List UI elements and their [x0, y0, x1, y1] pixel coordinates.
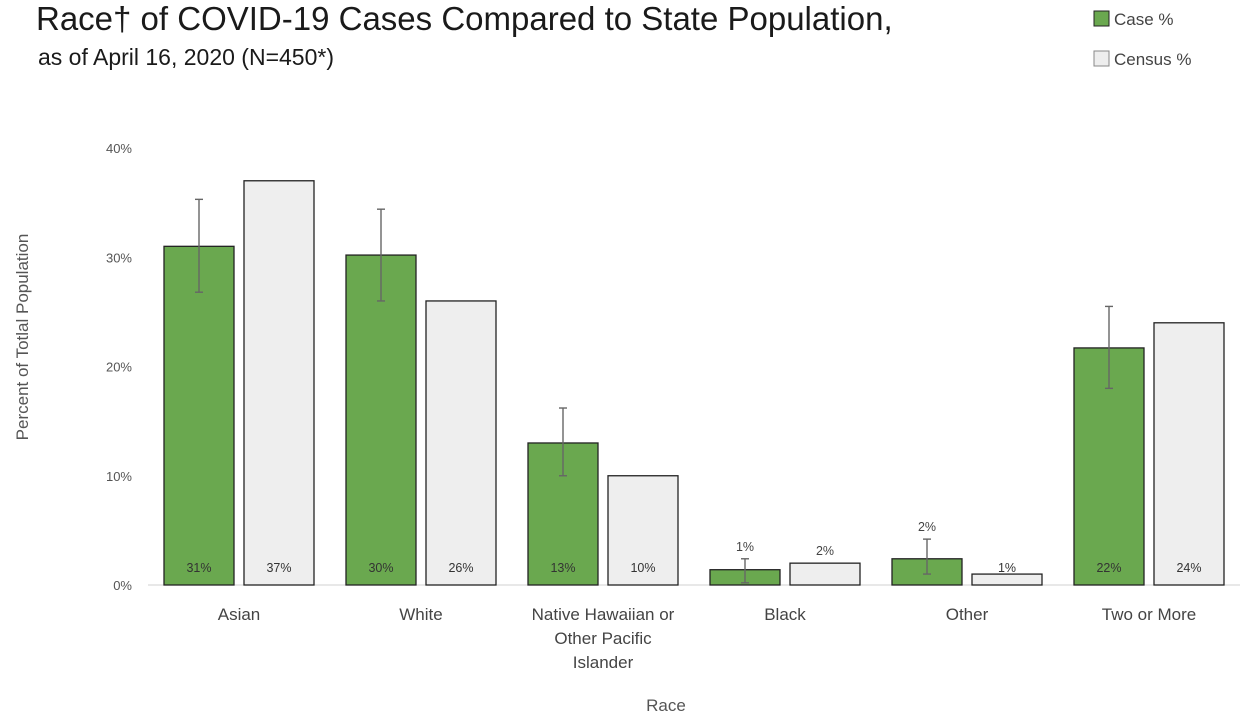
data-label-case: 22% [1096, 561, 1121, 575]
data-label-case: 2% [918, 520, 936, 534]
data-label-census: 10% [630, 561, 655, 575]
data-label-case: 31% [186, 561, 211, 575]
y-tick-label: 0% [113, 578, 132, 593]
legend-swatch-census [1093, 50, 1110, 67]
chart-title: Race† of COVID-19 Cases Compared to Stat… [36, 0, 893, 37]
bar-census [243, 180, 315, 586]
legend-label-case: Case % [1114, 10, 1174, 29]
x-tick-label: Black [764, 605, 806, 624]
y-tick-label: 10% [106, 469, 132, 484]
bar-case [163, 245, 235, 586]
data-label-census: 26% [448, 561, 473, 575]
y-tick-label: 40% [106, 141, 132, 156]
data-label-case: 30% [368, 561, 393, 575]
bar-census [425, 300, 497, 586]
data-label-census: 24% [1176, 561, 1201, 575]
data-label-case: 13% [550, 561, 575, 575]
data-label-census: 1% [998, 561, 1016, 575]
data-label-census: 37% [266, 561, 291, 575]
bar-census [789, 562, 861, 586]
y-tick-label: 30% [106, 250, 132, 265]
bar-census [971, 573, 1043, 586]
legend-label-census: Census % [1114, 50, 1191, 69]
legend-swatch-case [1093, 10, 1110, 27]
x-tick-label: White [399, 605, 442, 624]
legend: Case % Census % [1093, 10, 1191, 69]
x-axis-title: Race [646, 696, 686, 715]
data-label-case: 1% [736, 540, 754, 554]
y-tick-label: 20% [106, 360, 132, 375]
x-tick-label: Two or More [1102, 605, 1196, 624]
x-tick-label: Asian [218, 605, 261, 624]
y-axis-title: Percent of Totlal Population [13, 234, 32, 441]
x-tick-label: Other [946, 605, 989, 624]
bar-case [345, 254, 417, 586]
plot-area: 0% 10% 20% 30% 40% 31% 37% Asian 30% 26% White 13% 1… [106, 141, 1240, 672]
bar-census [607, 475, 679, 586]
data-label-census: 2% [816, 544, 834, 558]
x-tick-label: Native Hawaiian or Other Pacific Islander [532, 605, 675, 672]
chart-subtitle: as of April 16, 2020 (N=450*) [38, 44, 334, 70]
bar-census [1153, 322, 1225, 586]
